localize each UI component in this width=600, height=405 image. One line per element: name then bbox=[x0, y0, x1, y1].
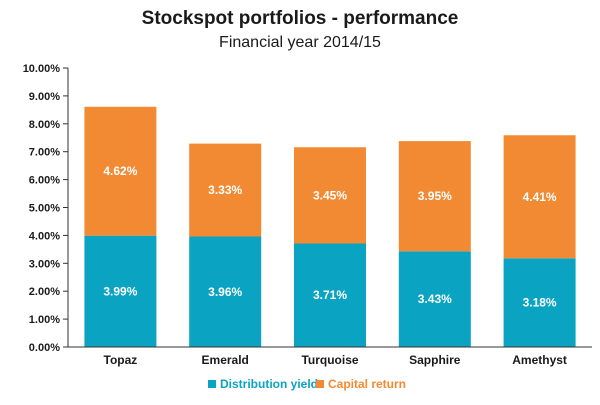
chart-subtitle: Financial year 2014/15 bbox=[219, 34, 381, 51]
y-tick-label: 8.00% bbox=[29, 119, 60, 131]
legend-label: Distribution yield bbox=[220, 377, 318, 391]
bar-capital-return bbox=[189, 143, 262, 237]
y-tick-label: 9.00% bbox=[29, 91, 60, 103]
bar-distribution-yield bbox=[84, 235, 157, 347]
bar-capital-return bbox=[398, 141, 471, 252]
data-label: 4.62% bbox=[103, 164, 137, 178]
bar-distribution-yield bbox=[503, 258, 576, 347]
bar-distribution-yield bbox=[294, 243, 366, 347]
legend-label: Capital return bbox=[328, 377, 406, 391]
bar-capital-return bbox=[294, 147, 366, 244]
x-tick-label: Topaz bbox=[104, 353, 138, 367]
bar-distribution-yield bbox=[398, 251, 471, 347]
legend-swatch bbox=[316, 380, 324, 388]
y-tick-label: 2.00% bbox=[29, 286, 60, 298]
y-tick-label: 3.00% bbox=[29, 258, 60, 270]
data-label: 3.45% bbox=[313, 188, 347, 202]
data-label: 3.71% bbox=[313, 288, 347, 302]
chart-title: Stockspot portfolios - performance bbox=[141, 8, 459, 29]
x-tick-label: Sapphire bbox=[409, 353, 461, 367]
y-tick-label: 6.00% bbox=[29, 175, 60, 187]
y-tick-label: 1.00% bbox=[29, 314, 60, 326]
y-tick-label: 0.00% bbox=[29, 342, 60, 354]
x-tick-label: Turquoise bbox=[301, 353, 358, 367]
legend-swatch bbox=[208, 380, 216, 388]
bar-capital-return bbox=[503, 135, 576, 259]
x-tick-label: Emerald bbox=[202, 353, 249, 367]
y-tick-label: 7.00% bbox=[29, 147, 60, 159]
data-label: 3.95% bbox=[418, 189, 452, 203]
data-label: 3.43% bbox=[418, 292, 452, 306]
data-label: 3.33% bbox=[208, 183, 242, 197]
y-tick-label: 10.00% bbox=[23, 63, 61, 75]
bar-capital-return bbox=[84, 106, 157, 236]
data-label: 3.18% bbox=[523, 296, 557, 310]
data-label: 3.96% bbox=[208, 285, 242, 299]
data-label: 4.41% bbox=[523, 190, 557, 204]
data-label: 3.99% bbox=[103, 284, 137, 298]
y-tick-label: 5.00% bbox=[29, 203, 60, 215]
bar-distribution-yield bbox=[189, 236, 262, 347]
y-tick-label: 4.00% bbox=[29, 230, 60, 242]
x-tick-label: Amethyst bbox=[512, 353, 567, 367]
